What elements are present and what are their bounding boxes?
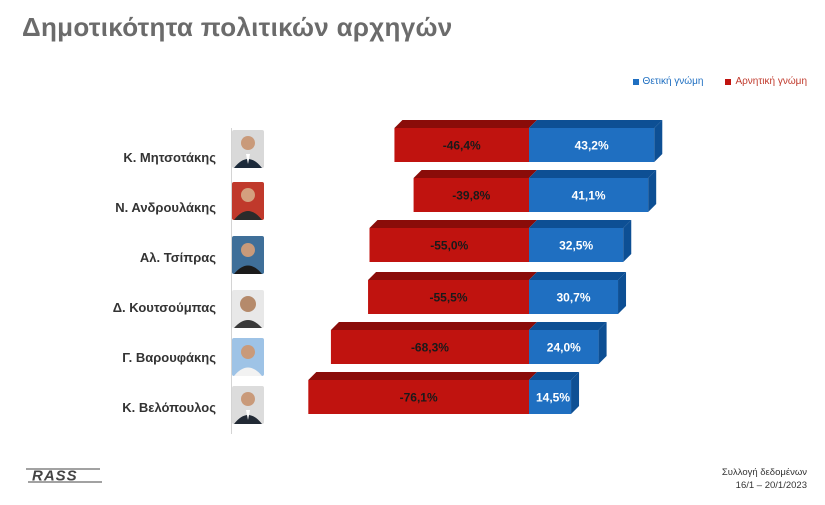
leader-name-velopoulos: Κ. Βελόπουλος bbox=[122, 400, 216, 415]
positive-bar-top bbox=[529, 372, 580, 380]
positive-bar-top bbox=[529, 120, 663, 128]
negative-bar-top bbox=[413, 170, 537, 178]
leader-name-androulakis: Ν. Ανδρουλάκης bbox=[115, 200, 216, 215]
positive-bar-top bbox=[529, 272, 627, 280]
positive-bar-top bbox=[529, 220, 632, 228]
legend-item-positive: Θετική γνώμη bbox=[632, 76, 704, 87]
negative-bar-top bbox=[368, 272, 537, 280]
positive-bar-top bbox=[529, 170, 657, 178]
data-collection-note: Συλλογή δεδομένων 16/1 – 20/1/2023 bbox=[722, 466, 807, 492]
negative-bar bbox=[413, 178, 529, 212]
portrait-velopoulos-icon bbox=[232, 386, 264, 424]
positive-bar bbox=[529, 178, 649, 212]
positive-bar-side bbox=[654, 120, 663, 162]
leader-name-koutsoumpas: Δ. Κουτσούμπας bbox=[112, 300, 216, 315]
page-title: Δημοτικότητα πολιτικών αρχηγών bbox=[22, 12, 453, 42]
positive-value-label: 24,0% bbox=[547, 341, 581, 355]
positive-bar-side bbox=[571, 372, 580, 414]
legend-swatch-negative bbox=[725, 78, 732, 85]
leader-name-mitsotakis: Κ. Μητσοτάκης bbox=[123, 150, 216, 165]
rass-logo-icon: RASS bbox=[26, 468, 102, 485]
positive-value-label: 32,5% bbox=[559, 239, 593, 253]
negative-bar-top bbox=[394, 120, 537, 128]
rass-logo-text: RASS bbox=[32, 468, 78, 485]
negative-bar bbox=[368, 280, 529, 314]
leader-name-varoufakis: Γ. Βαρουφάκης bbox=[122, 350, 216, 365]
positive-value-label: 30,7% bbox=[556, 291, 590, 305]
positive-value-label: 14,5% bbox=[536, 391, 570, 405]
negative-value-label: -68,3% bbox=[411, 341, 449, 355]
legend-label-negative: Αρνητική γνώμη bbox=[735, 76, 807, 87]
positive-bar bbox=[529, 128, 655, 162]
axis-divider bbox=[231, 128, 232, 434]
leader-name-tsipras: Αλ. Τσίπρας bbox=[139, 250, 216, 265]
negative-bar bbox=[308, 380, 529, 414]
legend-item-negative: Αρνητική γνώμη bbox=[725, 76, 807, 87]
portrait-androulakis-icon bbox=[232, 182, 264, 220]
negative-bar-top bbox=[330, 322, 537, 330]
negative-value-label: -55,0% bbox=[430, 239, 468, 253]
positive-bar bbox=[529, 380, 572, 414]
negative-value-label: -46,4% bbox=[443, 139, 481, 153]
negative-value-label: -39,8% bbox=[452, 189, 490, 203]
positive-bar-side bbox=[623, 220, 632, 262]
positive-bar-side bbox=[618, 272, 627, 314]
negative-value-label: -76,1% bbox=[400, 391, 438, 405]
negative-bar-top bbox=[308, 372, 537, 380]
positive-value-label: 43,2% bbox=[575, 139, 609, 153]
positive-bar-side bbox=[598, 322, 607, 364]
portrait-tsipras-icon bbox=[232, 236, 264, 274]
positive-bar bbox=[529, 280, 619, 314]
negative-bar bbox=[330, 330, 529, 364]
portrait-koutsoumpas-icon bbox=[232, 290, 264, 328]
legend-swatch-positive bbox=[632, 78, 639, 85]
negative-bar-top bbox=[369, 220, 537, 228]
negative-bar bbox=[394, 128, 529, 162]
negative-bar bbox=[369, 228, 529, 262]
portrait-mitsotakis-icon bbox=[232, 130, 264, 168]
positive-bar-top bbox=[529, 322, 607, 330]
data-collection-dates: 16/1 – 20/1/2023 bbox=[735, 480, 807, 491]
positive-bar bbox=[529, 228, 624, 262]
positive-bar-side bbox=[648, 170, 657, 212]
legend: Θετική γνώμη Αρνητική γνώμη bbox=[632, 76, 807, 87]
legend-label-positive: Θετική γνώμη bbox=[642, 76, 704, 87]
data-collection-label: Συλλογή δεδομένων bbox=[721, 467, 807, 478]
positive-value-label: 41,1% bbox=[572, 189, 606, 203]
positive-bar bbox=[529, 330, 599, 364]
negative-value-label: -55,5% bbox=[430, 291, 468, 305]
portrait-varoufakis-icon bbox=[232, 338, 264, 376]
